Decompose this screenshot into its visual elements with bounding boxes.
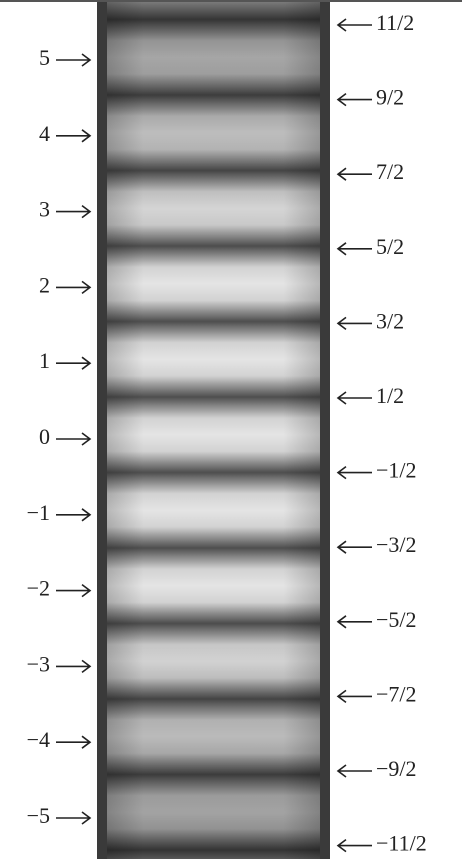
bright-fringe-labels: 5 4 3 2 1 0 −1 −2 −3 −4 −5: [27, 45, 90, 828]
arrow: [56, 736, 90, 748]
arrow: [338, 690, 372, 702]
arrow: [338, 541, 372, 553]
dark-fringe-labels: 11/2 9/2 7/2 5/2 3/2 1/2 −1/2 −3/2 −5/2 −7/2 −9/2 −…: [338, 10, 427, 856]
arrow: [56, 357, 90, 369]
arrow: [338, 94, 372, 106]
dark-fringe-label: 9/2: [376, 85, 404, 110]
dark-fringe-label: −5/2: [376, 607, 417, 632]
dark-fringe-label: 3/2: [376, 308, 404, 333]
dark-fringe-label: 11/2: [376, 10, 414, 35]
bright-fringe-label: 4: [39, 121, 50, 146]
arrow: [338, 19, 372, 31]
bright-fringe-label: −4: [27, 727, 50, 752]
arrow: [56, 585, 90, 597]
arrow: [56, 812, 90, 824]
arrow: [338, 243, 372, 255]
arrow: [338, 765, 372, 777]
arrow: [338, 317, 372, 329]
fringe-figure: 5 4 3 2 1 0 −1 −2 −3 −4 −5 11/2 9/2 7/2 5/2 3/2 1/2 −1/2…: [0, 0, 462, 859]
bright-fringe-label: −5: [27, 803, 50, 828]
arrow: [56, 54, 90, 66]
arrow: [56, 509, 90, 521]
dark-fringe-label: −1/2: [376, 458, 417, 483]
dark-fringe-label: −3/2: [376, 532, 417, 557]
arrow: [338, 168, 372, 180]
dark-fringe-label: −11/2: [376, 831, 427, 856]
arrow: [338, 392, 372, 404]
bright-fringe-label: 2: [39, 272, 50, 297]
arrow: [56, 660, 90, 672]
arrow: [338, 840, 372, 852]
dark-fringe-label: −9/2: [376, 756, 417, 781]
dark-fringe-label: −7/2: [376, 681, 417, 706]
arrow: [56, 433, 90, 445]
arrow: [56, 206, 90, 218]
dark-fringe-label: 7/2: [376, 159, 404, 184]
bright-fringe-label: −1: [27, 500, 50, 525]
arrow: [338, 616, 372, 628]
dark-fringe-label: 5/2: [376, 234, 404, 259]
arrow: [338, 467, 372, 479]
dark-fringe-label: 1/2: [376, 383, 404, 408]
arrow: [56, 130, 90, 142]
bright-fringe-label: 1: [39, 348, 50, 373]
bright-fringe-label: −3: [27, 651, 50, 676]
bright-fringe-label: −2: [27, 576, 50, 601]
arrow: [56, 281, 90, 293]
bright-fringe-label: 5: [39, 45, 50, 70]
bright-fringe-label: 3: [39, 197, 50, 222]
fringe-strip: [97, 2, 330, 859]
bright-fringe-label: 0: [39, 424, 50, 449]
